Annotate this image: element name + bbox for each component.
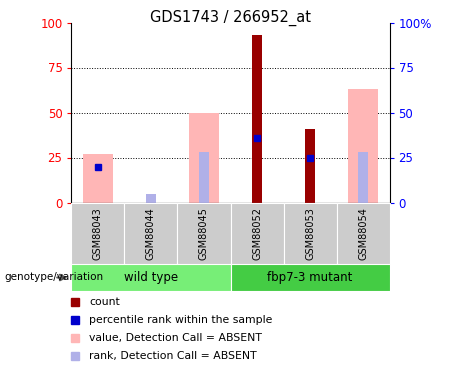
Text: GSM88044: GSM88044 xyxy=(146,207,156,260)
Bar xyxy=(146,194,156,202)
Text: rank, Detection Call = ABSENT: rank, Detection Call = ABSENT xyxy=(89,351,257,361)
Text: GSM88053: GSM88053 xyxy=(305,207,315,260)
Bar xyxy=(189,112,219,202)
Bar xyxy=(284,202,337,264)
Bar xyxy=(199,152,209,202)
Bar xyxy=(230,264,390,291)
Bar xyxy=(71,264,230,291)
Text: GDS1743 / 266952_at: GDS1743 / 266952_at xyxy=(150,9,311,26)
Text: GSM88043: GSM88043 xyxy=(93,207,103,260)
Text: count: count xyxy=(89,297,120,307)
Text: GSM88052: GSM88052 xyxy=(252,207,262,261)
Bar xyxy=(349,89,378,202)
Bar xyxy=(305,129,315,202)
Text: GSM88054: GSM88054 xyxy=(358,207,368,260)
Bar xyxy=(337,202,390,264)
Text: value, Detection Call = ABSENT: value, Detection Call = ABSENT xyxy=(89,333,262,343)
Text: percentile rank within the sample: percentile rank within the sample xyxy=(89,315,272,325)
Bar xyxy=(124,202,177,264)
Bar xyxy=(177,202,230,264)
Bar xyxy=(230,202,284,264)
Bar xyxy=(83,154,112,203)
Text: fbp7-3 mutant: fbp7-3 mutant xyxy=(267,271,353,284)
Bar xyxy=(252,35,262,203)
Text: genotype/variation: genotype/variation xyxy=(5,273,104,282)
Bar xyxy=(71,202,124,264)
Text: wild type: wild type xyxy=(124,271,178,284)
Bar xyxy=(358,152,368,202)
Text: GSM88045: GSM88045 xyxy=(199,207,209,260)
